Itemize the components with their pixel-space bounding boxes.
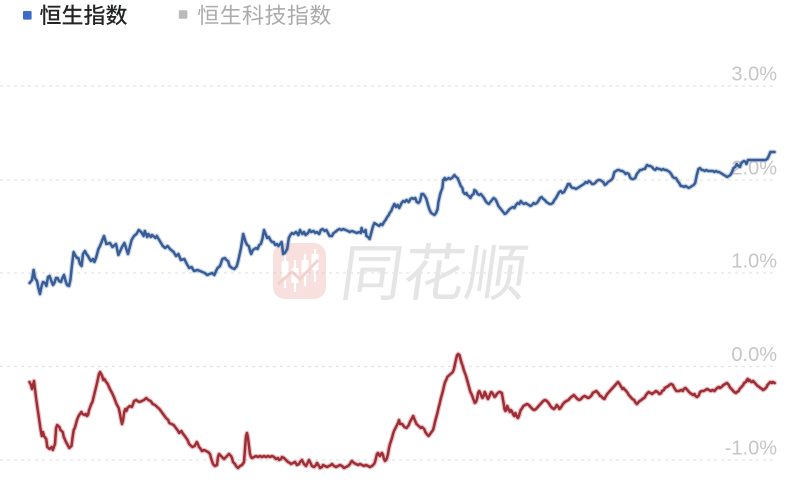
svg-text:3.0%: 3.0% [731, 64, 777, 86]
svg-text:0.0%: 0.0% [731, 344, 777, 366]
svg-text:-1.0%: -1.0% [725, 438, 777, 460]
svg-text:1.0%: 1.0% [731, 251, 777, 273]
